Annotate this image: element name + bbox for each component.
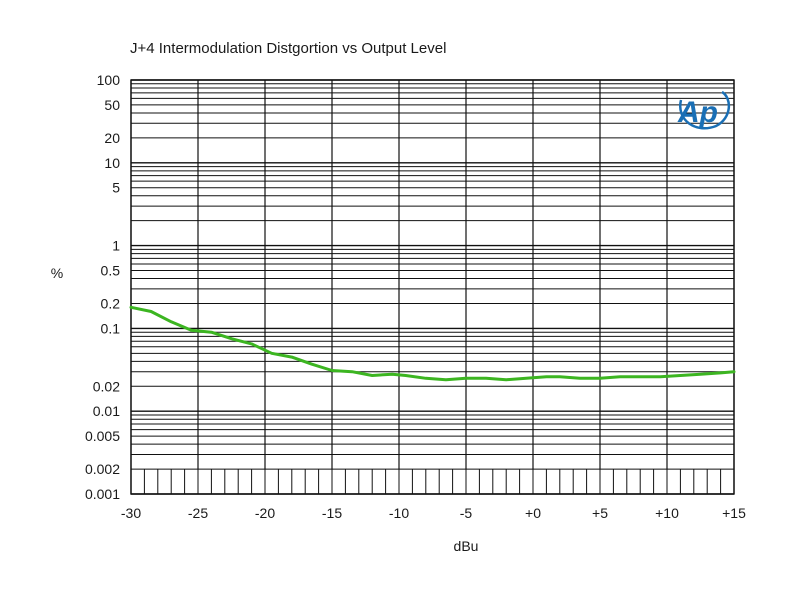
series-line — [129, 305, 736, 382]
y-tick-label: 0.001 — [85, 486, 120, 502]
x-tick-label: +0 — [525, 505, 541, 521]
x-tick-label: +15 — [722, 505, 746, 521]
y-tick-label: 50 — [104, 97, 120, 113]
x-axis-label: dBu — [454, 538, 479, 554]
y-tick-label: 1 — [112, 238, 120, 254]
x-tick-label: +10 — [655, 505, 679, 521]
x-tick-label: -20 — [255, 505, 275, 521]
x-tick-label: -25 — [188, 505, 208, 521]
x-tick-labels: -30 -25 -20 -15 -10 -5 +0 +5 +10 +15 — [121, 505, 746, 521]
series-layer — [129, 305, 736, 382]
y-tick-label: 10 — [104, 155, 120, 171]
y-tick-label: 0.5 — [101, 263, 121, 279]
y-tick-label: 0.1 — [101, 320, 121, 336]
x-tick-label: -30 — [121, 505, 141, 521]
y-axis-label: % — [51, 265, 63, 281]
grid — [130, 79, 735, 495]
y-tick-label: 0.01 — [93, 403, 120, 419]
y-tick-label: 100 — [97, 72, 121, 88]
x-tick-label: +5 — [592, 505, 608, 521]
ap-logo: Ap — [677, 90, 730, 130]
y-tick-labels: 100 50 20 10 5 1 0.5 0.2 0.1 0.02 0.01 0.005 0.002 0.… — [85, 72, 120, 502]
y-tick-label: 5 — [112, 180, 120, 196]
x-tick-label: -15 — [322, 505, 342, 521]
y-tick-label: 0.005 — [85, 428, 120, 444]
y-tick-label: 0.02 — [93, 378, 120, 394]
chart-title: J+4 Intermodulation Distgortion vs Outpu… — [130, 40, 447, 57]
ap-logo-text: Ap — [677, 96, 718, 129]
x-tick-label: -10 — [389, 505, 409, 521]
x-tick-label: -5 — [460, 505, 473, 521]
y-tick-label: 0.2 — [101, 295, 121, 311]
y-tick-label: 0.002 — [85, 461, 120, 477]
plot-frame — [130, 79, 735, 495]
y-tick-label: 20 — [104, 130, 120, 146]
